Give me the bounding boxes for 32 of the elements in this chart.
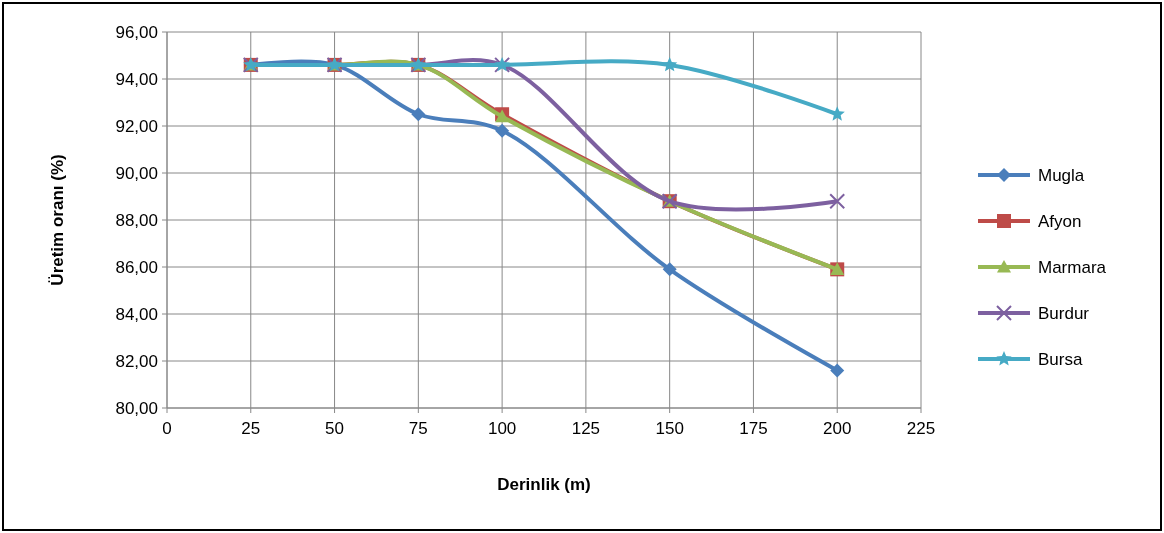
y-tick-label: 84,00 (115, 305, 158, 324)
legend-label: Bursa (1038, 350, 1083, 369)
y-axis-title: Üretim oranı (%) (48, 154, 67, 286)
x-tick-label: 225 (906, 419, 936, 438)
x-tick-label: 150 (655, 419, 684, 438)
point (495, 123, 510, 138)
x-tick-label: 50 (325, 419, 345, 438)
x-tick-label: 200 (823, 419, 852, 438)
y-tick-label: 88,00 (115, 211, 158, 230)
y-tick-label: 96,00 (115, 23, 158, 42)
x-tick-label: 100 (487, 419, 517, 438)
x-tick-label: 0 (162, 419, 172, 438)
y-tick-label: 92,00 (115, 117, 158, 136)
x-tick-label: 75 (408, 419, 428, 438)
x-tick-label: 175 (739, 419, 768, 438)
point (662, 262, 677, 277)
x-tick-label: 125 (571, 419, 601, 438)
legend-label: Mugla (1038, 166, 1085, 185)
point (829, 193, 846, 210)
y-tick-label: 94,00 (115, 70, 158, 89)
legend-label: Burdur (1038, 304, 1090, 323)
point (830, 363, 845, 378)
legend-label: Afyon (1038, 212, 1082, 231)
y-tick-label: 82,00 (115, 352, 158, 371)
legend-label: Marmara (1038, 258, 1107, 277)
y-tick-label: 80,00 (115, 399, 158, 418)
y-tick-label: 86,00 (115, 258, 158, 277)
x-tick-label: 25 (241, 419, 261, 438)
y-tick-label: 90,00 (115, 164, 158, 183)
point (411, 107, 426, 122)
x-axis-title: Derinlik (m) (497, 475, 591, 494)
point (662, 56, 678, 72)
